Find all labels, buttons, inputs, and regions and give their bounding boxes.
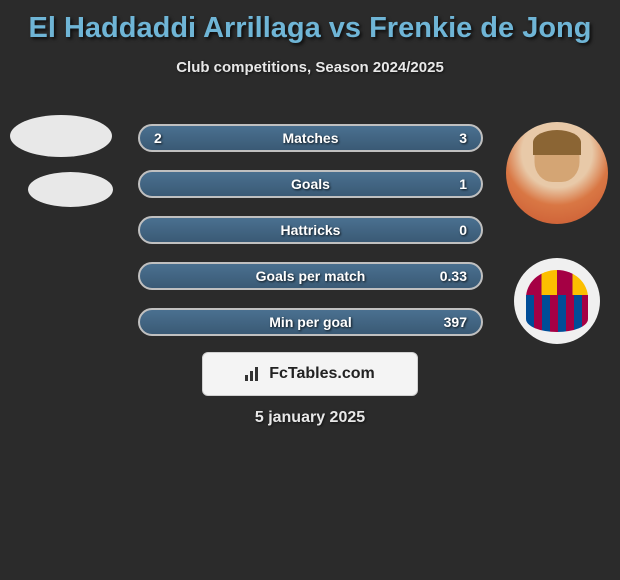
season-subtitle: Club competitions, Season 2024/2025: [0, 59, 620, 76]
player1-avatar-placeholder-1: [10, 115, 112, 157]
stat-row-hattricks: Hattricks 0: [138, 216, 483, 244]
stat-right-value: 397: [437, 314, 467, 330]
player2-avatar: [506, 122, 608, 224]
stat-label: Hattricks: [281, 222, 341, 238]
stat-row-min-per-goal: Min per goal 397: [138, 308, 483, 336]
stat-right-value: 0: [437, 222, 467, 238]
stat-right-value: 0.33: [437, 268, 467, 284]
chart-icon: [245, 367, 263, 381]
date-text: 5 january 2025: [0, 409, 620, 427]
barcelona-crest-icon: [526, 270, 588, 332]
stat-label: Min per goal: [269, 314, 351, 330]
stat-left-value: 2: [154, 130, 184, 146]
stat-row-goals-per-match: Goals per match 0.33: [138, 262, 483, 290]
stat-row-matches: 2 Matches 3: [138, 124, 483, 152]
attribution-box: FcTables.com: [202, 352, 418, 396]
stat-label: Goals: [291, 176, 330, 192]
attribution-text: FcTables.com: [269, 365, 375, 383]
comparison-title: El Haddaddi Arrillaga vs Frenkie de Jong: [0, 0, 620, 45]
club-badge: [514, 258, 600, 344]
stat-right-value: 3: [437, 130, 467, 146]
stat-right-value: 1: [437, 176, 467, 192]
stat-label: Goals per match: [256, 268, 366, 284]
stats-container: 2 Matches 3 Goals 1 Hattricks 0 Goals pe…: [138, 124, 483, 354]
player1-avatar-placeholder-2: [28, 172, 113, 207]
stat-row-goals: Goals 1: [138, 170, 483, 198]
stat-label: Matches: [282, 130, 338, 146]
